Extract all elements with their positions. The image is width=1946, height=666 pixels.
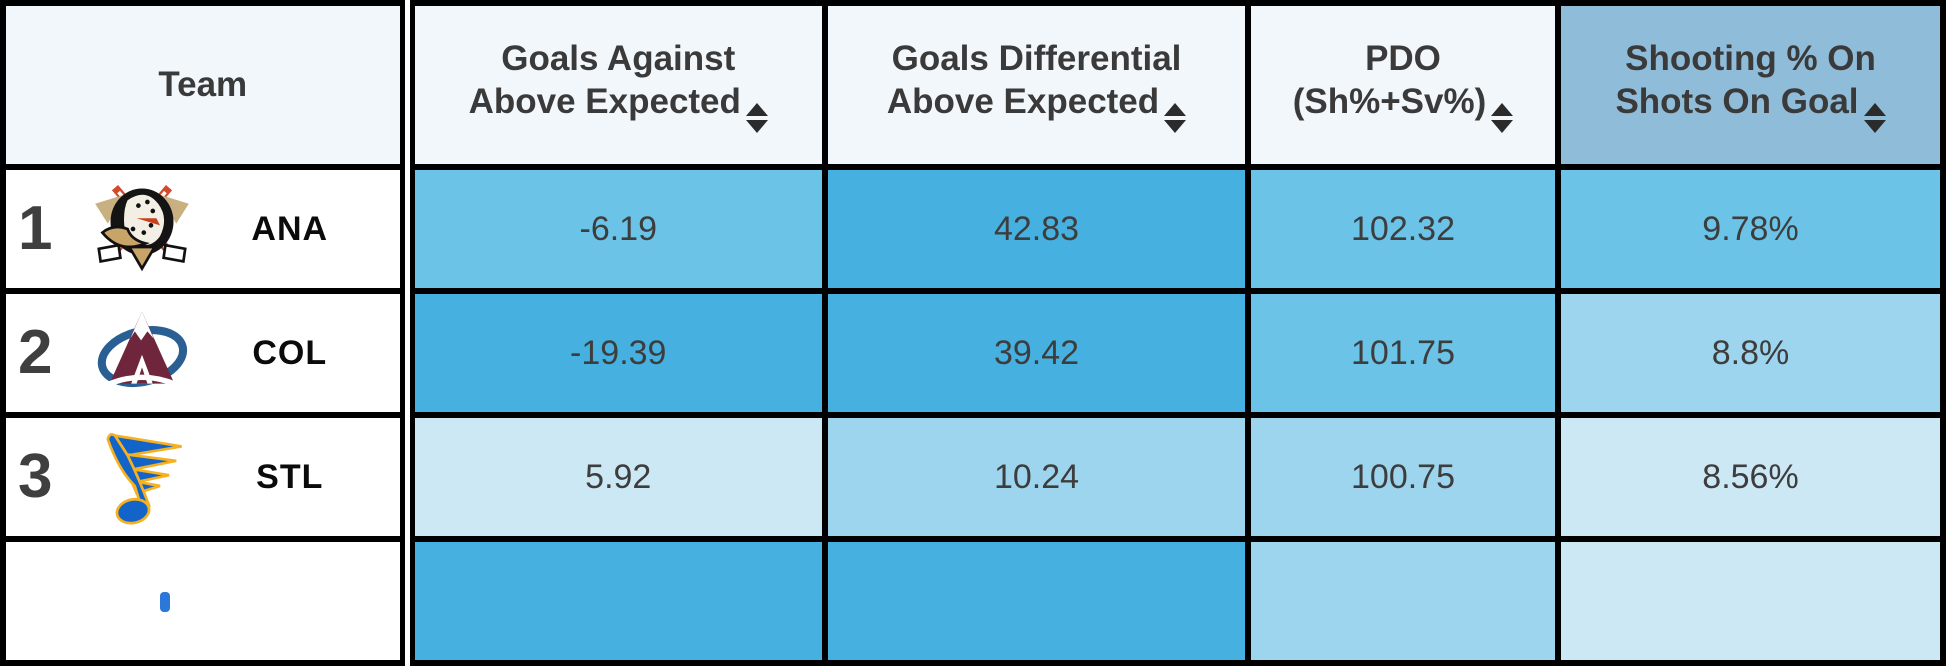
cell-pdo (1245, 536, 1561, 666)
team-cell (0, 536, 410, 666)
cell-goals-differential (822, 536, 1251, 666)
cell-shooting-pct (1555, 536, 1946, 666)
col-header-line1: Goals Differential (891, 38, 1182, 78)
sort-icon (745, 103, 768, 134)
col-header-pdo[interactable]: PDO (Sh%+Sv%) (1245, 0, 1561, 170)
cell-goals-against: -6.19 (399, 164, 828, 294)
anaheim-ducks-logo-icon (76, 175, 208, 283)
cell-shooting-pct: 8.56% (1555, 412, 1946, 542)
cell-goals-against: 5.92 (399, 412, 828, 542)
col-header-line1: Goals Against (501, 38, 736, 78)
team-logo-partial-icon (160, 592, 170, 612)
col-header-line2: Above Expected (831, 80, 1242, 134)
col-header-line1: Shooting % On (1625, 38, 1876, 78)
col-header-team: Team (0, 0, 410, 170)
cell-goals-differential: 10.24 (822, 412, 1251, 542)
col-header-line2: (Sh%+Sv%) (1254, 80, 1552, 134)
colorado-avalanche-logo-icon (76, 299, 208, 407)
team-abbr: STL (256, 457, 324, 496)
st-louis-blues-logo-icon (76, 423, 208, 531)
header-row: Team Goals Against Above Expected Goals … (0, 0, 1946, 170)
sort-icon (1491, 103, 1514, 134)
team-cell: 3 STL (0, 412, 410, 542)
sort-icon (1164, 103, 1187, 134)
cell-goals-against: -19.39 (399, 288, 828, 418)
team-cell: 2 COL (0, 288, 410, 418)
sort-icon (1863, 103, 1886, 134)
col-header-line1: PDO (1365, 38, 1441, 78)
team-abbr: ANA (251, 209, 329, 248)
cell-goals-against (399, 536, 828, 666)
table-row: 1 (0, 164, 1946, 294)
cell-pdo: 100.75 (1245, 412, 1561, 542)
cell-pdo: 102.32 (1245, 164, 1561, 294)
col-header-team-label: Team (158, 65, 248, 105)
cell-goals-differential: 42.83 (822, 164, 1251, 294)
table-row-partial (0, 536, 1946, 666)
cell-shooting-pct: 9.78% (1555, 164, 1946, 294)
table-row: 3 STL (0, 412, 1946, 542)
col-header-line2: Shots On Goal (1564, 80, 1937, 134)
cell-goals-differential: 39.42 (822, 288, 1251, 418)
cell-shooting-pct: 8.8% (1555, 288, 1946, 418)
team-abbr: COL (252, 333, 328, 372)
rank: 2 (18, 318, 53, 387)
cell-pdo: 101.75 (1245, 288, 1561, 418)
rank: 3 (18, 442, 53, 511)
table-row: 2 COL (0, 288, 1946, 418)
col-header-goals-against[interactable]: Goals Against Above Expected (399, 0, 828, 170)
col-header-goals-differential[interactable]: Goals Differential Above Expected (822, 0, 1251, 170)
team-cell: 1 (0, 164, 410, 294)
col-header-shooting-pct[interactable]: Shooting % On Shots On Goal (1555, 0, 1946, 170)
rank: 1 (18, 194, 53, 263)
col-header-line2: Above Expected (422, 80, 819, 134)
